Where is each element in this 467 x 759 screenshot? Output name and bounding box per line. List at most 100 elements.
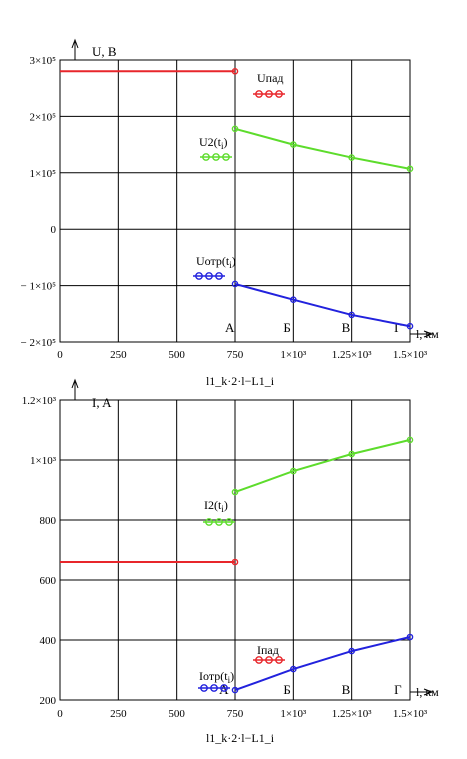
legend-marker-circle xyxy=(265,656,273,664)
legend-marker-circle xyxy=(255,656,263,664)
x-axis-arrowhead xyxy=(423,688,434,696)
x-tick-label: 750 xyxy=(227,349,244,361)
legend-marker-circle xyxy=(210,684,218,692)
y-tick-label: 600 xyxy=(40,575,57,587)
legend-marker-circle xyxy=(225,518,233,526)
legend-close: ) xyxy=(224,498,228,512)
data-point xyxy=(348,647,355,655)
series-incident: Iпад xyxy=(60,558,285,664)
legend-label: Iпад xyxy=(257,643,279,657)
grid xyxy=(59,399,411,701)
data-point xyxy=(231,558,239,566)
legend-name: U2(t xyxy=(199,135,222,149)
legend-label: I2(ti) xyxy=(204,498,228,514)
x-tick-label: 1×10³ xyxy=(280,708,307,720)
legend-close: ) xyxy=(230,669,234,683)
legend-marker xyxy=(253,656,285,664)
y-axis-arrowhead xyxy=(71,378,79,389)
data-point xyxy=(231,67,239,75)
plot-frame xyxy=(59,59,411,343)
legend-label: Uотр(ti) xyxy=(196,254,236,270)
legend-marker-circle xyxy=(220,684,228,692)
point-label: В xyxy=(342,320,351,335)
data-point xyxy=(406,633,414,641)
series-transmitted: I2(ti) xyxy=(203,436,414,526)
point-label: А xyxy=(225,320,235,335)
series-line xyxy=(234,282,411,328)
y-tick-label: 200 xyxy=(40,695,57,707)
legend-marker-circle xyxy=(265,90,273,98)
legend-name: I2(t xyxy=(204,498,222,512)
data-point xyxy=(290,141,297,148)
legend-label: Iотр(ti) xyxy=(199,669,234,685)
legend-close: ) xyxy=(224,135,228,149)
x-tick-label: 250 xyxy=(110,708,127,720)
legend-marker xyxy=(193,272,225,280)
point-label: Б xyxy=(283,682,290,697)
data-point xyxy=(231,125,239,133)
data-point xyxy=(406,165,414,173)
y-axis-label: U, B xyxy=(92,44,117,59)
data-point xyxy=(231,686,239,694)
legend-subscript: i xyxy=(229,260,232,270)
x-tick-label: 750 xyxy=(227,708,244,720)
legend-name: Iотр(t xyxy=(199,669,228,683)
legend-marker-circle xyxy=(200,684,208,692)
legend-marker-circle xyxy=(222,153,230,161)
legend-marker-circle xyxy=(215,518,223,526)
legend-marker-circle xyxy=(202,153,210,161)
y-tick-label: 3×10⁵ xyxy=(29,55,56,67)
point-label: Г xyxy=(394,320,402,335)
x-tick-label: 500 xyxy=(168,349,185,361)
x-tick-label: 1.25×10³ xyxy=(332,708,372,720)
y-tick-label: − 1×10⁵ xyxy=(21,281,57,293)
series-reflected: Uотр(ti) xyxy=(193,254,414,330)
legend-label: Uпад xyxy=(257,71,284,85)
legend-marker-circle xyxy=(275,656,283,664)
legend-marker xyxy=(253,90,285,98)
data-point xyxy=(348,311,355,319)
y-tick-label: 2×10⁵ xyxy=(29,111,56,123)
y-tick-label: − 2×10⁵ xyxy=(21,337,57,349)
series-reflected: Iотр(ti) xyxy=(198,633,414,694)
plot-frame xyxy=(59,399,411,701)
data-point xyxy=(348,154,355,161)
grid xyxy=(59,59,411,343)
x-expression: l1_k·2·l−L1_i xyxy=(206,374,275,388)
x-expression: l1_k·2·l−L1_i xyxy=(206,731,275,745)
y-axis-label: I, A xyxy=(92,395,112,410)
legend-subscript: i xyxy=(228,675,231,685)
y-tick-label: 1×10³ xyxy=(30,455,57,467)
series-line xyxy=(234,127,411,170)
legend-subscript: i xyxy=(221,504,224,514)
data-point xyxy=(290,467,297,475)
legend-marker-circle xyxy=(205,272,213,280)
point-label: А xyxy=(219,682,229,697)
legend-close: ) xyxy=(232,254,236,268)
x-axis-arrowhead xyxy=(423,330,434,338)
x-tick-label: 250 xyxy=(110,349,127,361)
point-label: В xyxy=(342,682,351,697)
x-tick-label: 1×10³ xyxy=(280,349,307,361)
legend-marker-circle xyxy=(205,518,213,526)
data-point xyxy=(290,296,297,304)
x-tick-label: 0 xyxy=(57,349,63,361)
legend-marker-circle xyxy=(195,272,203,280)
x-tick-label: 500 xyxy=(168,708,185,720)
x-tick-label: 1.5×10³ xyxy=(393,349,428,361)
y-tick-label: 400 xyxy=(40,635,57,647)
legend-name: Uотр(t xyxy=(196,254,230,268)
point-label: Г xyxy=(394,682,402,697)
y-tick-label: 1×10⁵ xyxy=(29,168,56,180)
data-point xyxy=(348,450,355,458)
data-point xyxy=(231,280,239,288)
x-tick-label: 0 xyxy=(57,708,63,720)
point-label: Б xyxy=(283,320,290,335)
legend-marker-circle xyxy=(215,272,223,280)
legend-marker xyxy=(200,153,232,161)
data-point xyxy=(290,665,297,673)
y-tick-label: 1.2×10³ xyxy=(22,395,57,407)
